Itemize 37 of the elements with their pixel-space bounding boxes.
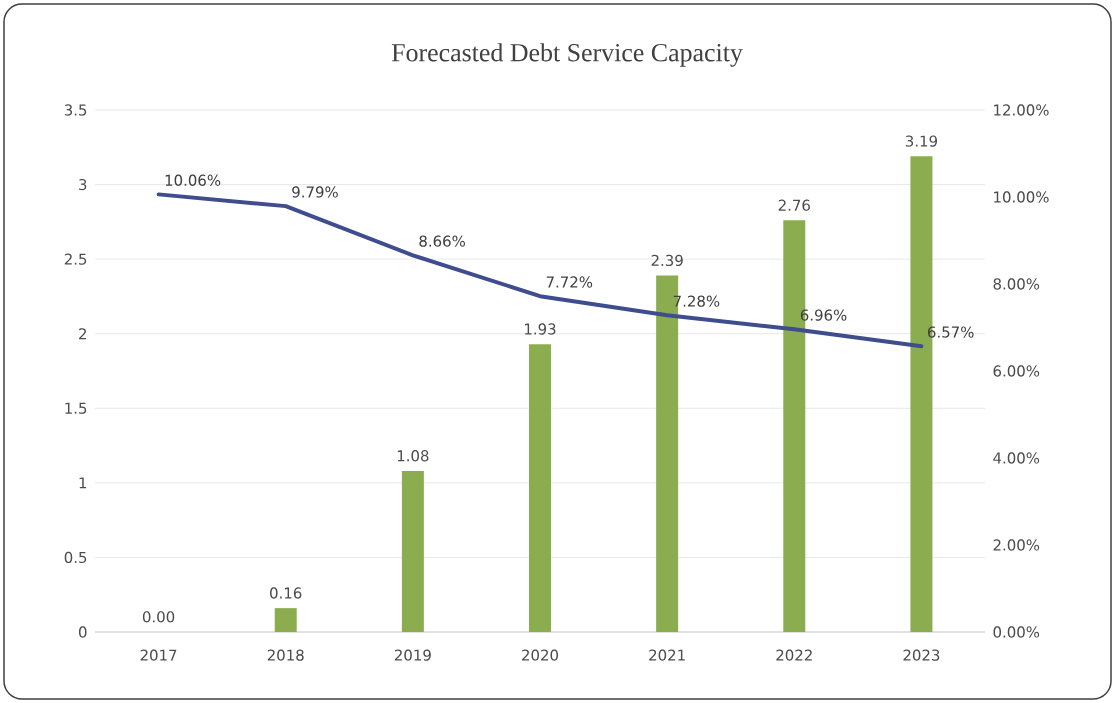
y-tick-label: 1 (79, 477, 87, 489)
y2-tick-label: 0.00% (993, 626, 1040, 638)
y-tick-label: 3.5 (64, 104, 87, 116)
x-tick-label: 2017 (140, 649, 177, 661)
x-tick-label: 2018 (267, 649, 304, 661)
data-label: 2.76 (778, 199, 810, 211)
data-label: 2.39 (651, 254, 683, 267)
y-tick-label: 0.5 (64, 551, 87, 564)
y2-tick-label: 8.00% (993, 278, 1040, 290)
bar (401, 470, 424, 632)
bar (529, 344, 551, 632)
data-label: 1.93 (525, 323, 556, 335)
y-tick-label: 0 (78, 626, 87, 638)
y2-tick-label: 10.00% (994, 191, 1049, 203)
data-label: 0.00 (142, 611, 175, 623)
data-label: 10.06% (165, 174, 221, 186)
x-tick-label: 2023 (903, 649, 940, 661)
x-tick-label: 2021 (649, 649, 685, 661)
y2-tick-label: 12.00% (994, 104, 1049, 116)
bar (274, 608, 297, 632)
y-tick-label: 3 (79, 178, 87, 191)
data-label: 1.08 (397, 450, 429, 462)
y-tick-label: 1.5 (65, 402, 87, 414)
y-tick-label: 2.5 (64, 253, 87, 265)
y2-tick-label: 2.00% (993, 539, 1040, 551)
y-tick-label: 2 (79, 328, 86, 340)
data-label: 3.19 (905, 135, 938, 147)
data-label: 9.79% (292, 186, 338, 198)
data-label: 8.66% (419, 235, 466, 247)
x-tick-label: 2020 (522, 649, 559, 661)
chart-title: Forecasted Debt Service Capacity (391, 43, 743, 67)
x-tick-label: 2022 (776, 649, 812, 661)
y2-tick-label: 6.00% (993, 365, 1040, 377)
x-tick-label: 2019 (394, 649, 431, 661)
data-label: 7.72% (546, 276, 593, 288)
data-label: 0.16 (270, 587, 302, 599)
y2-tick-label: 4.00% (993, 452, 1040, 464)
